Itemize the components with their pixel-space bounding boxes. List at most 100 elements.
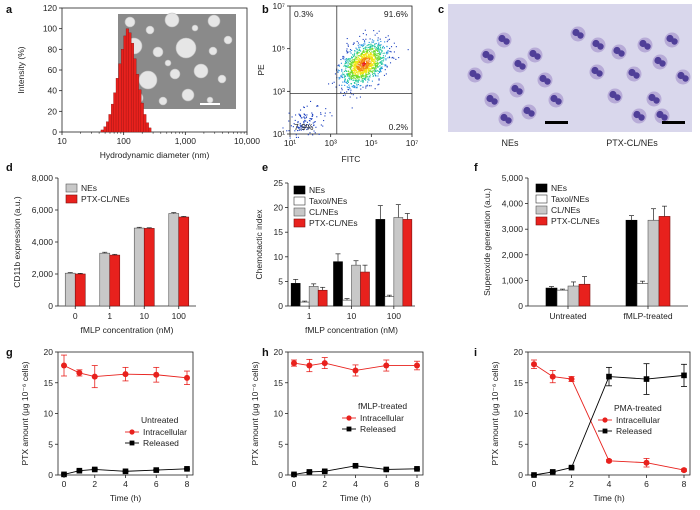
- event-dot: [310, 118, 312, 120]
- event-dot: [360, 45, 362, 47]
- y-tick-label: 10¹: [273, 129, 285, 139]
- event-dot: [308, 120, 310, 122]
- event-dot: [361, 74, 363, 76]
- event-dot: [329, 112, 331, 114]
- event-dot: [353, 42, 355, 44]
- event-dot: [365, 61, 367, 63]
- event-dot: [358, 61, 360, 63]
- event-dot: [379, 69, 381, 71]
- event-dot: [353, 67, 355, 69]
- event-dot: [379, 58, 382, 60]
- event-dot: [299, 115, 301, 117]
- event-dot: [356, 68, 359, 70]
- event-dot: [362, 50, 364, 53]
- x-tick-label: 2: [92, 479, 97, 489]
- event-dot: [357, 67, 359, 69]
- event-dot: [314, 132, 316, 134]
- event-dot: [344, 78, 346, 80]
- y-tick-label: 2,000: [32, 269, 54, 279]
- data-point: [306, 362, 313, 369]
- event-dot: [367, 53, 369, 55]
- event-dot: [351, 107, 353, 109]
- event-dot: [338, 78, 340, 80]
- event-dot: [310, 100, 312, 103]
- event-dot: [357, 52, 360, 54]
- event-dot: [375, 56, 377, 59]
- image-label: NEs: [501, 138, 519, 148]
- event-dot: [348, 84, 350, 86]
- event-dot: [367, 54, 370, 56]
- event-dot: [348, 62, 350, 64]
- event-dot: [311, 115, 313, 117]
- x-tick-label: 1: [307, 311, 312, 321]
- legend-label: Released: [616, 426, 652, 436]
- event-dot: [356, 65, 358, 67]
- x-tick-label: 2: [322, 479, 327, 489]
- histogram-bar: [103, 126, 107, 133]
- event-dot: [381, 50, 383, 52]
- panel-letter-h: h: [262, 347, 269, 359]
- y-tick-label: 10: [274, 252, 284, 262]
- event-dot: [342, 81, 344, 83]
- event-dot: [359, 71, 361, 73]
- event-dot: [371, 46, 373, 48]
- y-tick-label: 2,000: [502, 250, 524, 260]
- y-tick-label: 15: [274, 378, 284, 388]
- histogram-bar: [133, 58, 137, 133]
- event-dot: [358, 71, 360, 73]
- event-dot: [370, 45, 372, 47]
- event-dot: [379, 56, 381, 58]
- event-dot: [365, 53, 367, 55]
- event-dot: [365, 57, 367, 59]
- bar: [658, 216, 671, 307]
- event-dot: [365, 76, 367, 78]
- event-dot: [359, 62, 362, 64]
- event-dot: [380, 61, 382, 64]
- event-dot: [360, 57, 363, 59]
- event-dot: [298, 129, 300, 131]
- y-tick-label: 6,000: [32, 205, 54, 215]
- event-dot: [345, 62, 347, 64]
- panel-letter-d: d: [6, 162, 13, 174]
- event-dot: [356, 86, 358, 88]
- event-dot: [365, 63, 367, 65]
- event-dot: [340, 91, 342, 93]
- event-dot: [371, 59, 373, 61]
- event-dot: [282, 127, 284, 129]
- event-dot: [369, 52, 371, 54]
- event-dot: [371, 66, 373, 68]
- event-dot: [388, 38, 391, 40]
- event-dot: [342, 94, 345, 97]
- event-dot: [373, 50, 375, 52]
- event-dot: [378, 55, 380, 57]
- bar: [625, 219, 638, 307]
- event-dot: [370, 49, 372, 51]
- event-dot: [368, 85, 370, 87]
- event-dot: [359, 64, 361, 66]
- event-dot: [349, 87, 351, 89]
- bar: [402, 219, 413, 307]
- event-dot: [367, 69, 369, 71]
- legend-label: Released: [143, 438, 179, 448]
- event-dot: [362, 51, 364, 53]
- event-dot: [366, 47, 368, 49]
- x-tick-label: 1: [107, 311, 112, 321]
- event-dot: [356, 76, 358, 78]
- panel-letter-c: c: [438, 4, 444, 16]
- cell-nucleus-lobe: [618, 50, 625, 57]
- data-point: [291, 360, 297, 367]
- data-point: [549, 469, 556, 475]
- event-dot: [362, 54, 364, 56]
- event-dot: [345, 61, 347, 63]
- event-dot: [353, 64, 355, 66]
- data-point: [321, 360, 328, 367]
- event-dot: [369, 65, 371, 68]
- event-dot: [369, 38, 371, 40]
- event-dot: [364, 63, 366, 65]
- bar: [99, 252, 111, 307]
- event-dot: [345, 81, 347, 83]
- event-dot: [368, 63, 371, 65]
- event-dot: [350, 72, 352, 74]
- event-dot: [368, 51, 370, 53]
- event-dot: [349, 75, 351, 77]
